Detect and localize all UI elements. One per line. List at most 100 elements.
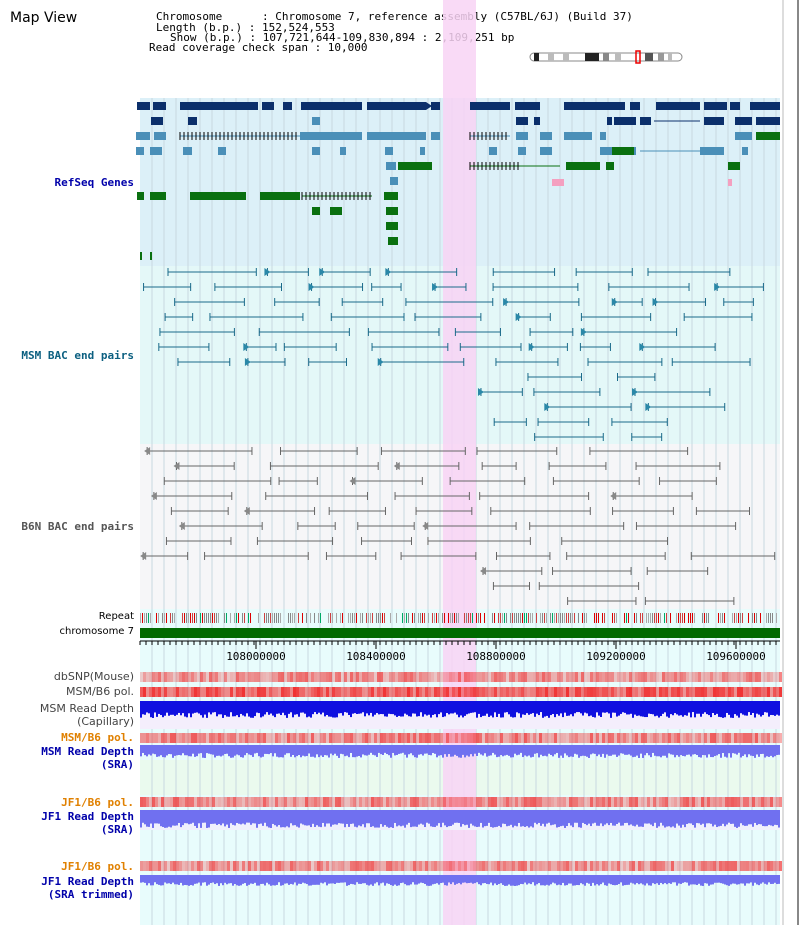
msm-depth-cap-bar	[140, 701, 142, 718]
msm-depth-sra-bar	[458, 745, 460, 758]
dbsnp-cell	[587, 672, 590, 682]
msm-b6-pol2-cell	[770, 733, 773, 743]
msm-depth-cap-bar	[506, 701, 508, 713]
jf1-depth-sra-bar	[250, 810, 252, 825]
repeat-mark	[192, 613, 193, 623]
msm-depth-sra-bar	[540, 745, 542, 755]
msm-b6-pol-cell	[719, 687, 722, 697]
msm-b6-pol-cell	[731, 687, 734, 697]
jf1-depth-trim-bar	[536, 875, 538, 885]
msm-depth-cap-bar	[438, 701, 440, 715]
jf1-depth-sra-bar	[670, 810, 672, 828]
jf1-b6-pol-cell	[419, 797, 422, 807]
repeat-mark	[182, 613, 183, 623]
jf1-depth-sra-bar	[536, 810, 538, 825]
msm-depth-cap-bar	[366, 701, 368, 714]
jf1-depth-trim-bar	[258, 875, 260, 886]
repeat-mark	[722, 613, 723, 623]
jf1-b6-pol-cell	[668, 797, 671, 807]
msm-depth-sra-bar	[214, 745, 216, 758]
msm-depth-cap-bar	[732, 701, 734, 718]
dbsnp-cell	[260, 672, 263, 682]
jf1-depth-sra-bar	[258, 810, 260, 825]
refseq-genes-label[interactable]: RefSeq Genes	[54, 176, 134, 189]
jf1-b6-pol-cell	[533, 797, 536, 807]
jf1-depth-trim-bar	[142, 875, 144, 883]
msm-depth-sra-bar	[408, 745, 410, 755]
jf1-depth-sra-bar	[638, 810, 640, 827]
msm-b6-pol2-cell	[581, 733, 584, 743]
strand-arrow-icon	[385, 268, 392, 276]
dbsnp-cell	[293, 672, 296, 682]
msm-depth-sra-bar	[254, 745, 256, 754]
jf1-b6-pol2-cell	[614, 861, 617, 871]
jf1-depth-sra-bar	[456, 810, 458, 823]
dbsnp-cell	[386, 672, 389, 682]
dbsnp-cell	[674, 672, 677, 682]
msm-b6-pol2-cell	[683, 733, 686, 743]
msm-b6-pol-cell	[284, 687, 287, 697]
jf1-depth-sra-bar	[570, 810, 572, 826]
repeat-mark	[480, 613, 481, 623]
jf1-b6-pol-cell	[371, 797, 374, 807]
msm-bac-label[interactable]: MSM BAC end pairs	[21, 349, 134, 362]
jf1-depth-sra-bar	[368, 810, 370, 824]
jf1-depth-sra-bar	[608, 810, 610, 826]
msm-depth-cap-bar	[248, 701, 250, 717]
jf1-b6-pol2-cell	[497, 861, 500, 871]
dbsnp-cell	[416, 672, 419, 682]
jf1-b6-pol-cell	[389, 797, 392, 807]
repeat-mark	[732, 613, 733, 623]
msm-depth-cap-bar	[712, 701, 714, 713]
repeat-mark	[552, 613, 553, 623]
dbsnp-cell	[287, 672, 290, 682]
jf1-depth-trim-bar	[656, 875, 658, 884]
jf1-b6-pol-cell	[617, 797, 620, 807]
jf1-b6-pol2-cell	[560, 861, 563, 871]
msm-b6-pol2-cell	[752, 733, 755, 743]
jf1-depth-sra-bar	[680, 810, 682, 828]
jf1-depth-trim-bar	[220, 875, 222, 884]
jf1-depth-sra-bar	[494, 810, 496, 828]
msm-depth-sra-bar	[692, 745, 694, 755]
jf1-b6-pol2-cell	[581, 861, 584, 871]
dbsnp-cell	[647, 672, 650, 682]
repeat-mark	[444, 613, 445, 623]
msm-b6-pol-cell	[608, 687, 611, 697]
msm-b6-pol-cell	[341, 687, 344, 697]
repeat-mark	[156, 613, 157, 623]
msm-depth-cap-bar	[686, 701, 688, 716]
repeat-mark	[524, 613, 525, 623]
jf1-b6-pol-cell	[464, 797, 467, 807]
jf1-depth-sra-bar	[238, 810, 240, 824]
repeat-mark	[660, 613, 661, 623]
jf1-depth-trim-bar	[476, 875, 478, 883]
msm-depth-cap-bar	[478, 701, 480, 714]
msm-depth-cap-bar	[702, 701, 704, 714]
refseq-gene-exon	[735, 117, 752, 125]
msm-depth-sra-bar	[588, 745, 590, 758]
jf1-b6-pol2-cell	[572, 861, 575, 871]
jf1-depth-trim-bar	[482, 875, 484, 884]
jf1-depth-sra-bar	[356, 810, 358, 828]
msm-depth-sra-bar	[696, 745, 698, 756]
msm-b6-pol-cell	[770, 687, 773, 697]
jf1-b6-pol-cell	[434, 797, 437, 807]
msm-b6-pol-cell	[497, 687, 500, 697]
jf1-depth-sra-bar	[208, 810, 210, 828]
msm-depth-cap-bar	[364, 701, 366, 717]
msm-depth-sra-bar	[210, 745, 212, 755]
b6n-bac-label[interactable]: B6N BAC end pairs	[21, 520, 134, 533]
dbsnp-cell	[695, 672, 698, 682]
jf1-depth-trim-bar	[512, 875, 514, 886]
jf1-depth-trim-bar	[750, 875, 752, 883]
jf1-depth-trim-bar	[392, 875, 394, 886]
msm-b6-pol-cell	[491, 687, 494, 697]
msm-depth-sra-bar	[378, 745, 380, 753]
msm-depth-sra-bar	[762, 745, 764, 754]
jf1-b6-pol-cell	[581, 797, 584, 807]
jf1-depth-sra-bar	[158, 810, 160, 824]
refseq-gene-exon	[180, 102, 258, 110]
jf1-b6-pol-label: JF1/B6 pol.	[61, 796, 134, 809]
